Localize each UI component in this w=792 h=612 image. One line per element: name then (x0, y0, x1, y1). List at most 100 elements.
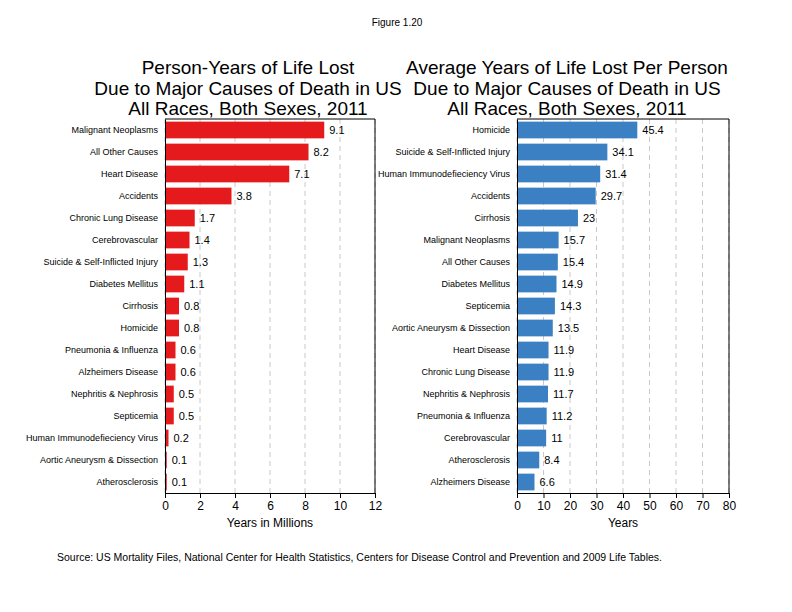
category-tick: Malignant Neoplasms (423, 235, 517, 245)
tick-label: 4 (232, 499, 239, 513)
category-label: Heart Disease (453, 345, 510, 355)
bar (517, 144, 607, 161)
data-labels: 45.434.131.429.72315.715.414.914.313.511… (539, 124, 663, 488)
bar (165, 276, 184, 293)
category-label: Suicide & Self-Inflicted Injury (43, 257, 158, 267)
data-label: 8.2 (314, 146, 329, 158)
category-tick: Alzheimers Disease (430, 477, 517, 487)
category-tick: Septicemia (465, 301, 517, 311)
data-label: 34.1 (612, 146, 633, 158)
category-tick: Heart Disease (101, 169, 165, 179)
category-tick: Heart Disease (453, 345, 517, 355)
bar (165, 364, 176, 381)
category-tick: Pneumonia & Influenza (65, 345, 165, 355)
tick-label: 50 (643, 499, 657, 513)
data-label: 11.2 (552, 410, 573, 422)
category-label: Heart Disease (101, 169, 158, 179)
tick-mark (570, 493, 571, 498)
category-tick: All Other Causes (442, 257, 517, 267)
y-axis: Malignant Neoplasms All Other Causes Heart… (26, 120, 165, 494)
frame (729, 119, 730, 493)
data-label: 45.4 (642, 124, 663, 136)
tick-label: 2 (197, 499, 204, 513)
bar (165, 408, 174, 425)
bar (165, 320, 179, 337)
bar (517, 232, 559, 249)
tick-label: 80 (723, 499, 737, 513)
category-label: Malignant Neoplasms (71, 125, 158, 135)
bar (517, 254, 558, 271)
bar (165, 232, 190, 249)
chart: 9.18.27.13.81.71.41.31.10.80.80.60.60.50… (26, 119, 382, 530)
category-tick: Diabetes Mellitus (441, 279, 517, 289)
category-label: Chronic Lung Disease (421, 367, 510, 377)
axis-line (517, 120, 518, 494)
tick: 6 (267, 493, 274, 513)
tick-mark (729, 493, 730, 498)
data-label: 29.7 (601, 190, 622, 202)
tick: 20 (564, 493, 578, 513)
bar (165, 144, 309, 161)
tick-label: 70 (696, 499, 710, 513)
bar (517, 188, 596, 205)
tick-label: 60 (670, 499, 684, 513)
tick-mark (375, 493, 376, 498)
category-tick: Cirrhosis (474, 213, 517, 223)
grid-line (676, 119, 677, 493)
tick-mark (340, 493, 341, 498)
tick: 2 (197, 493, 204, 513)
x-axis: 024681012 (162, 493, 382, 513)
category-label: Cirrhosis (474, 213, 510, 223)
category-tick: Diabetes Mellitus (89, 279, 165, 289)
category-label: Malignant Neoplasms (423, 235, 510, 245)
category-label: Chronic Lung Disease (69, 213, 158, 223)
category-tick: Atherosclerosis (448, 455, 517, 465)
category-tick: All Other Causes (90, 147, 165, 157)
x-axis-title: Years (608, 516, 638, 530)
data-label: 6.6 (539, 476, 554, 488)
tick-label: 8 (302, 499, 309, 513)
tick: 30 (590, 493, 604, 513)
data-label: 31.4 (605, 168, 626, 180)
category-label: Alzheimers Disease (430, 477, 510, 487)
bar (165, 188, 232, 205)
category-tick: Human Immunodefieciency Virus (378, 169, 517, 179)
category-tick: Chronic Lung Disease (421, 367, 517, 377)
tick-mark (270, 493, 271, 498)
tick: 8 (302, 493, 309, 513)
tick: 4 (232, 493, 239, 513)
figure: Figure 1.20Source: US Mortality Files, N… (0, 0, 792, 612)
category-tick: Pneumonia & Influenza (417, 411, 517, 421)
bar (517, 364, 549, 381)
category-label: Pneumonia & Influenza (417, 411, 510, 421)
data-label: 15.7 (564, 234, 585, 246)
category-label: Aortic Aneurysm & Dissection (392, 323, 510, 333)
category-tick: Suicide & Self-Inflicted Injury (43, 257, 165, 267)
grid (517, 119, 729, 493)
bar (517, 276, 556, 293)
category-label: Atherosclerosis (448, 455, 510, 465)
data-label: 0.8 (184, 322, 199, 334)
data-label: 0.2 (174, 432, 189, 444)
category-label: Pneumonia & Influenza (65, 345, 158, 355)
bar (517, 210, 578, 227)
category-label: All Other Causes (442, 257, 511, 267)
category-tick: Homicide (472, 125, 517, 135)
tick-label: 10 (537, 499, 551, 513)
tick-mark (676, 493, 677, 498)
x-axis: 0 10 20 30 40 50 60 70 80 (514, 493, 736, 513)
data-label: 0.1 (172, 476, 187, 488)
category-label: Diabetes Mellitus (89, 279, 158, 289)
category-label: Atherosclerosis (96, 477, 158, 487)
data-label: 11 (551, 432, 562, 444)
tick-mark (517, 493, 518, 498)
data-label: 23 (583, 212, 595, 224)
tick: 0 (514, 493, 521, 513)
bar (517, 320, 553, 337)
tick-label: 40 (617, 499, 631, 513)
tick-mark (200, 493, 201, 498)
bar (165, 254, 188, 271)
bar (517, 342, 549, 359)
data-label: 14.3 (560, 300, 581, 312)
data-label: 13.5 (558, 322, 579, 334)
